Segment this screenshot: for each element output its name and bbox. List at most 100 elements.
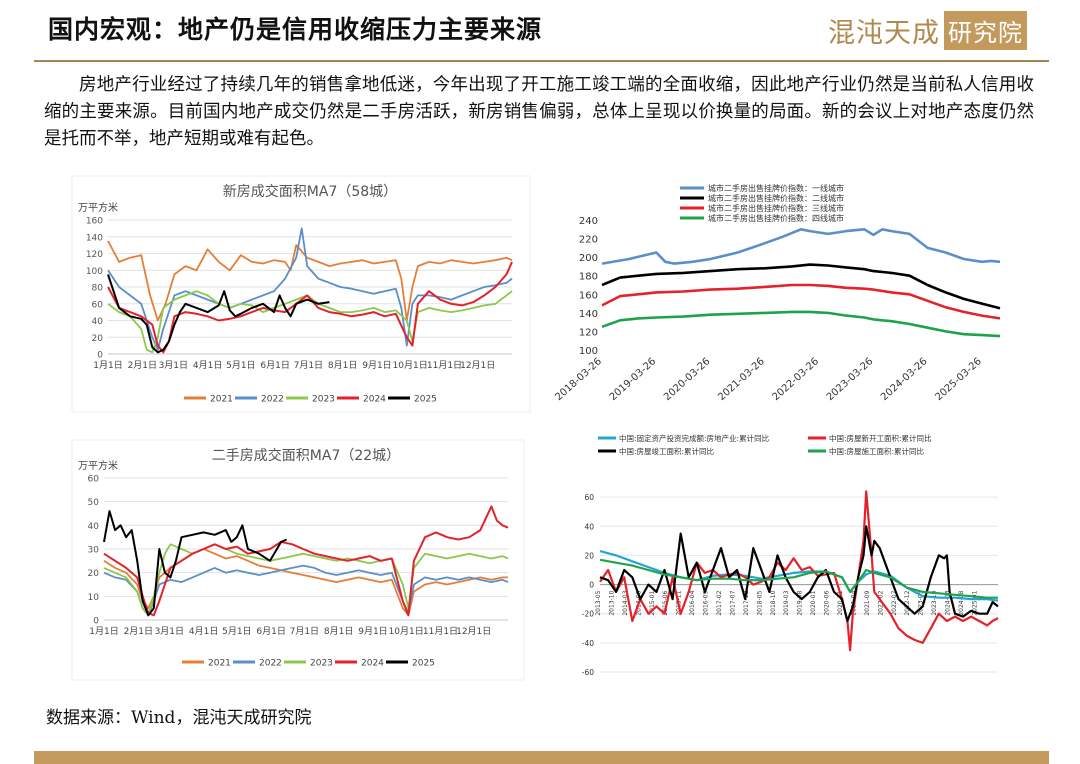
invest-legend-label: 中国:固定资产投资完成额:房地产业:累计同比: [619, 433, 770, 443]
invest-xtick-label: 2013-10: [608, 590, 615, 615]
invest-xtick-label: 2018-05: [756, 590, 763, 615]
invest-xtick-label: 2013-05: [595, 590, 602, 615]
secondhand-xtick-label: 12月1日: [456, 626, 491, 637]
newhouse-xtick-label: 5月1日: [226, 360, 255, 371]
invest-xtick-label: 2022-02: [877, 590, 884, 615]
invest-ytick-label: 40: [584, 522, 594, 531]
invest-xtick-label: 2022-12: [904, 590, 911, 615]
secondhand-ytick-label: 60: [88, 475, 100, 485]
secondhand-ytick-label: 50: [88, 498, 100, 508]
price-series-line: [601, 310, 1001, 338]
invest-xtick-label: 2019-03: [783, 590, 790, 615]
secondhand-ytick-label: 30: [88, 546, 100, 556]
newhouse-xtick-label: 7月1日: [294, 360, 323, 371]
price-xtick-label: 2023-03-26: [825, 356, 876, 403]
property-investment-chart: -60 -40 -20 0 20 40 60 2013-05 2013-10 2014-03 201…: [582, 433, 999, 677]
newhouse-ytick-label: 160: [86, 217, 103, 227]
invest-ytick-label: -40: [582, 639, 594, 648]
price-legend-label: 城市二手房出售挂牌价指数：三线城市: [708, 203, 844, 213]
invest-xtick-label: 2023-05: [918, 590, 925, 615]
newhouse-ytick-label: 140: [86, 233, 103, 243]
price-series-line: [601, 283, 1001, 320]
invest-xtick-label: 2024-08: [958, 590, 965, 615]
price-xtick-label: 2022-03-26: [771, 356, 822, 403]
price-series-line: [601, 263, 1001, 310]
newhouse-ytick-label: 20: [92, 334, 104, 344]
secondhand-xtick-label: 11月1日: [423, 626, 458, 637]
invest-xtick-label: 2017-12: [743, 590, 750, 615]
secondhand-xtick-label: 3月1日: [155, 626, 184, 637]
price-ytick-label: 140: [579, 309, 598, 320]
secondhand-frame: [71, 439, 525, 681]
secondhand-xtick-label: 7月1日: [290, 626, 319, 637]
price-xtick-label: 2019-03-26: [608, 356, 659, 403]
price-ytick-label: 160: [579, 290, 598, 301]
secondhand-title: 二手房成交面积MA7（22城）: [212, 447, 400, 464]
secondhand-xtick-label: 6月1日: [256, 626, 285, 637]
price-xtick-label: 2021-03-26: [716, 356, 767, 403]
invest-xtick-label: 2015-06: [662, 590, 669, 615]
price-ytick-label: 180: [579, 272, 598, 283]
newhouse-series-2025: [107, 274, 330, 354]
invest-xtick-label: 2019-08: [797, 590, 804, 615]
newhouse-series-2021: [107, 240, 513, 322]
invest-xtick-label: 2016-09: [703, 590, 710, 615]
newhouse-ytick-label: 100: [86, 267, 103, 277]
invest-xtick-label: 2017-02: [716, 590, 723, 615]
data-source: 数据来源：Wind，混沌天成研究院: [46, 708, 312, 728]
secondhand-ylabel: 万平方米: [78, 459, 118, 472]
secondhand-xtick-label: 8月1日: [324, 626, 353, 637]
secondhand-legend-label: 2022: [259, 659, 282, 669]
price-ytick-label: 200: [579, 253, 598, 264]
newhouse-xtick-label: 11月1日: [427, 360, 462, 371]
newhouse-xtick-label: 12月1日: [460, 360, 495, 371]
invest-xtick-label: 2025-01: [971, 590, 978, 615]
header-rule: [34, 60, 1049, 62]
second-hand-sales-chart: 二手房成交面积MA7（22城） 万平方米 0 10 20 30 40 50 60 1月1日 2月1日…: [71, 439, 525, 681]
invest-series-line: [599, 558, 998, 599]
logo-text: 混沌天成: [828, 17, 940, 49]
secondhand-xtick-label: 10月1日: [389, 626, 424, 637]
invest-xtick-label: 2020-11: [837, 590, 844, 615]
newhouse-legend-label: 2025: [414, 395, 437, 405]
secondhand-ytick-label: 0: [93, 617, 99, 627]
invest-xtick-label: 2018-10: [770, 590, 777, 615]
secondhand-legend-label: 2021: [208, 659, 231, 669]
invest-legend-label: 中国:房屋竣工面积:累计同比: [619, 446, 715, 456]
newhouse-xtick-label: 8月1日: [328, 360, 357, 371]
body-paragraph: 房地产行业经过了持续几年的销售拿地低迷，今年出现了开工施工竣工端的全面收缩，因此…: [44, 75, 1034, 149]
invest-xtick-label: 2015-01: [649, 590, 656, 615]
newhouse-xtick-label: 10月1日: [393, 360, 428, 371]
invest-ytick-label: 0: [589, 581, 594, 590]
newhouse-legend-label: 2024: [363, 395, 386, 405]
price-xtick-label: 2020-03-26: [662, 356, 713, 403]
brand-logo: 混沌天成 研究院: [828, 10, 1027, 50]
invest-ytick-label: 20: [584, 551, 594, 560]
price-legend-label: 城市二手房出售挂牌价指数：一线城市: [708, 183, 844, 193]
newhouse-legend-label: 2022: [261, 395, 284, 405]
invest-legend-label: 中国:房屋施工面积:累计同比: [829, 446, 925, 456]
newhouse-ytick-label: 40: [92, 317, 104, 327]
price-xtick-label: 2024-03-26: [879, 356, 930, 403]
newhouse-legend-label: 2021: [210, 395, 233, 405]
invest-xtick-label: 2020-01: [810, 590, 817, 615]
newhouse-xtick-label: 9月1日: [362, 360, 391, 371]
newhouse-ytick-label: 80: [92, 284, 104, 294]
page-title: 国内宏观：地产仍是信用收缩压力主要来源: [48, 15, 543, 44]
newhouse-ytick-label: 60: [92, 300, 104, 310]
secondhand-series-2024: [103, 505, 509, 617]
price-legend-label: 城市二手房出售挂牌价指数：四线城市: [708, 213, 844, 223]
secondhand-xtick-label: 2月1日: [124, 626, 153, 637]
invest-series-line: [599, 490, 999, 652]
newhouse-ytick-label: 120: [86, 250, 103, 260]
price-ytick-label: 220: [579, 235, 598, 246]
invest-ytick-label: 60: [584, 493, 594, 502]
secondhand-ytick-label: 20: [88, 569, 100, 579]
invest-legend-label: 中国:房屋新开工面积:累计同比: [829, 433, 932, 443]
newhouse-ylabel: 万平方米: [78, 201, 118, 214]
price-xtick-label: 2018-03-26: [553, 356, 604, 403]
price-legend-label: 城市二手房出售挂牌价指数：二线城市: [708, 193, 844, 203]
secondhand-legend-label: 2023: [310, 659, 333, 669]
secondhand-series-2023: [103, 543, 509, 617]
secondhand-legend-label: 2024: [361, 659, 384, 669]
